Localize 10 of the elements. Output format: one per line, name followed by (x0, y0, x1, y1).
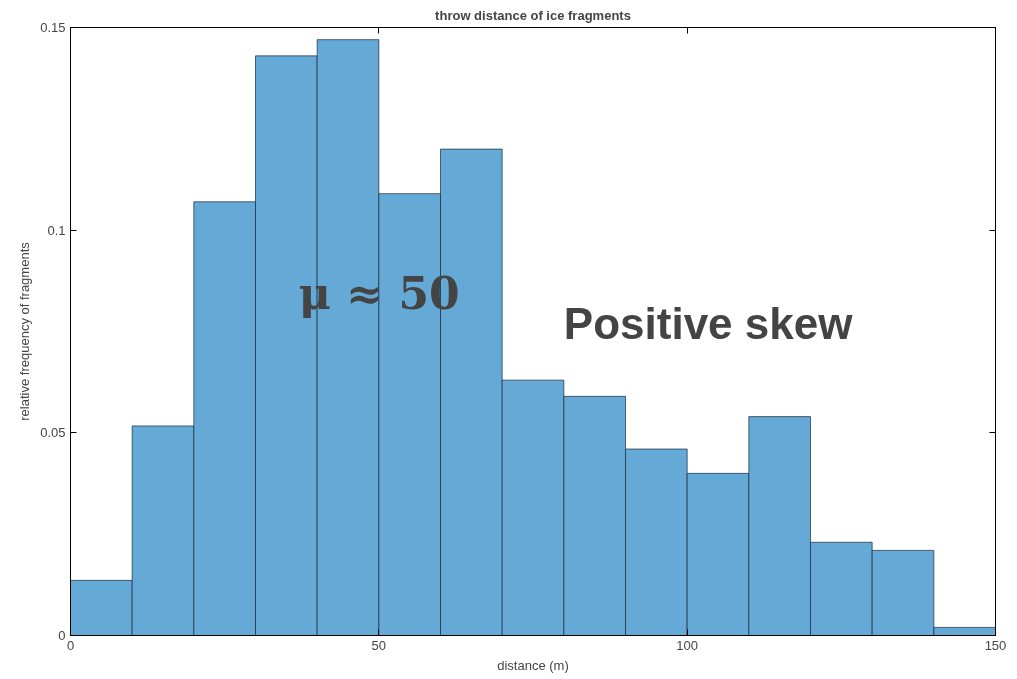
y-axis-title: relative frequency of fragments (17, 241, 33, 421)
chart-title: throw distance of ice fragments (435, 7, 631, 23)
y-tick-label: 0.1 (47, 222, 66, 238)
annotation: Positive skew (563, 298, 854, 348)
x-tick-label: 100 (676, 637, 699, 653)
y-tick-label: 0.15 (40, 20, 66, 35)
x-axis-title: distance (m) (497, 657, 569, 673)
x-tick-label: 150 (984, 637, 1007, 653)
x-tick-label: 50 (371, 637, 387, 653)
y-tick-label: 0.05 (40, 425, 66, 441)
